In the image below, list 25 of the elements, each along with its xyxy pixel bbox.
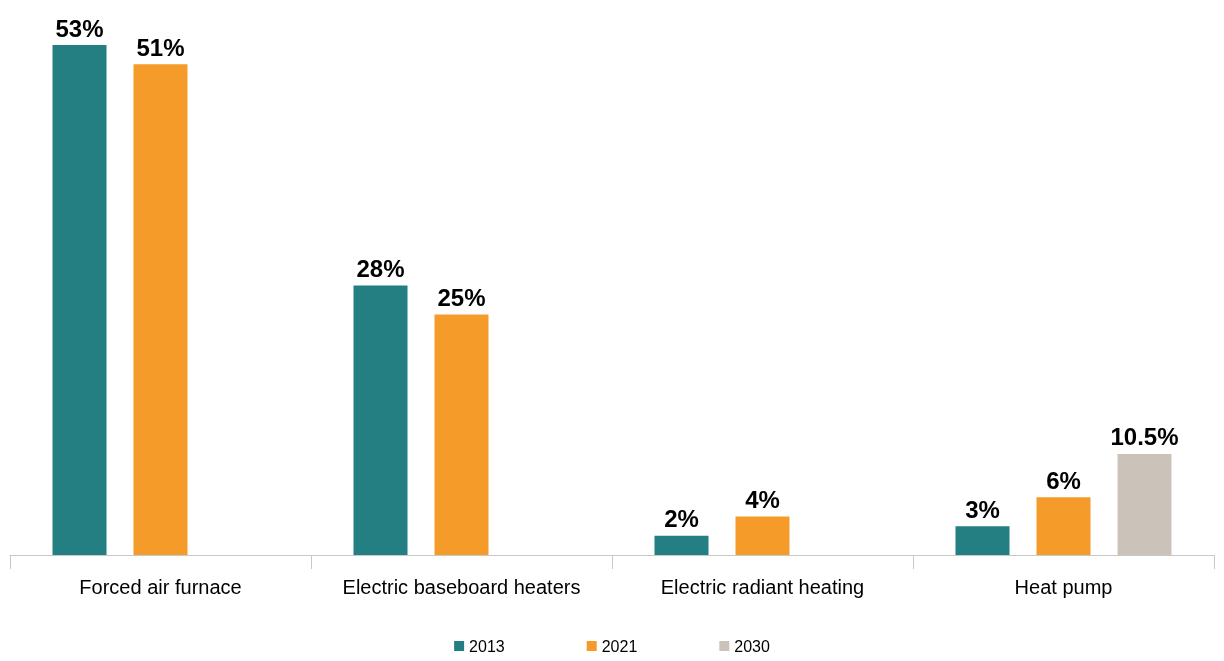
data-label: 2%	[664, 505, 699, 533]
data-label: 28%	[356, 255, 405, 283]
data-label: 3%	[965, 495, 1000, 523]
bar	[1036, 497, 1091, 555]
x-tick-label: Forced air furnace	[79, 576, 242, 598]
bar	[52, 45, 107, 555]
data-label: 53%	[55, 14, 104, 42]
bar	[434, 314, 489, 555]
data-label: 6%	[1046, 466, 1081, 494]
legend-label: 2013	[469, 637, 505, 655]
bar	[735, 516, 790, 555]
data-label: 10.5%	[1110, 423, 1179, 451]
bar	[955, 526, 1010, 555]
bar	[133, 64, 188, 555]
data-label: 25%	[437, 283, 486, 311]
legend-label: 2030	[734, 637, 770, 655]
legend-label: 2021	[601, 637, 638, 655]
x-tick-label: Heat pump	[1014, 576, 1113, 598]
bar	[353, 285, 408, 555]
x-tick-label: Electric radiant heating	[660, 576, 865, 598]
data-label: 4%	[745, 486, 780, 514]
bar	[654, 535, 709, 555]
data-label: 51%	[136, 33, 185, 61]
bar	[1117, 453, 1172, 555]
x-tick-label: Electric baseboard heaters	[342, 576, 581, 598]
